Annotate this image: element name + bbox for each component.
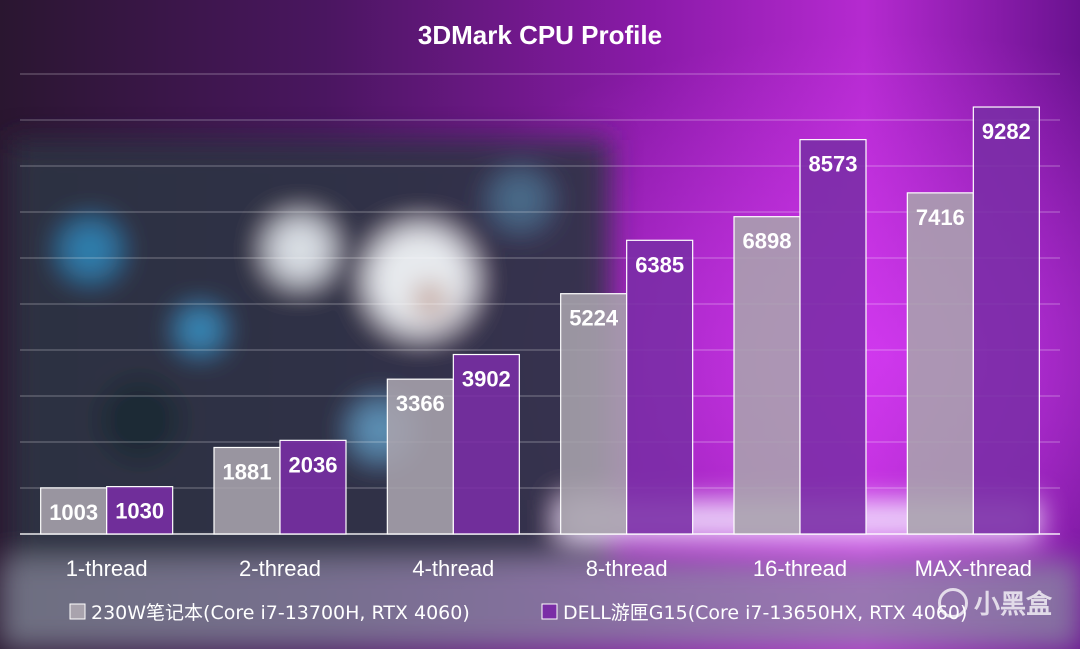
data-label: 3902 [462, 367, 511, 392]
data-label: 6385 [635, 252, 684, 277]
bar-series-a [906, 192, 974, 535]
data-label: 1881 [223, 459, 272, 484]
legend-swatch [69, 603, 86, 620]
bar-series-b [279, 439, 347, 535]
legend-label: DELL游匣G15(Core i7-13650HX, RTX 4060) [563, 602, 967, 624]
gridlines [20, 73, 1060, 535]
category-label: 1-thread [66, 556, 148, 581]
watermark-logo-icon [937, 587, 968, 618]
bar-series-a [560, 293, 628, 535]
legend-label: 230W笔记本(Core i7-13700H, RTX 4060) [91, 602, 470, 624]
data-label: 7416 [916, 205, 965, 230]
category-label: MAX-thread [915, 556, 1032, 581]
category-label: 4-thread [412, 556, 494, 581]
category-label: 16-thread [753, 556, 847, 581]
data-label: 6898 [743, 229, 792, 254]
category-label: 8-thread [586, 556, 668, 581]
watermark: 小黑盒 [937, 584, 1052, 621]
bar-series-a [40, 487, 108, 535]
legend: 230W笔记本(Core i7-13700H, RTX 4060) DELL游匣G… [69, 602, 967, 624]
bar-series-b [106, 486, 174, 535]
data-label: 8573 [809, 152, 858, 177]
bar-series-b [626, 239, 694, 535]
bar-series-b [972, 106, 1040, 535]
data-label: 3366 [396, 391, 445, 416]
bars [40, 106, 1040, 535]
data-label: 1003 [49, 500, 98, 525]
bar-series-a [733, 216, 801, 535]
data-label: 9282 [982, 119, 1031, 144]
category-labels: 1-thread 2-thread 4-thread 8-thread 16-threa… [66, 556, 1032, 581]
data-label: 2036 [289, 452, 338, 477]
bar-series-b [799, 139, 867, 535]
data-labels: 1003 1030 1881 2036 3366 3902 5224 6385 6898 8573… [49, 119, 1031, 525]
legend-swatch [541, 603, 558, 620]
category-label: 2-thread [239, 556, 321, 581]
data-label: 1030 [115, 499, 164, 524]
chart-title: 3DMark CPU Profile [418, 20, 662, 50]
watermark-text: 小黑盒 [973, 590, 1052, 620]
bar-series-a [386, 378, 454, 535]
data-label: 5224 [569, 306, 619, 331]
bar-series-b [452, 353, 520, 535]
bar-series-a [213, 446, 281, 535]
